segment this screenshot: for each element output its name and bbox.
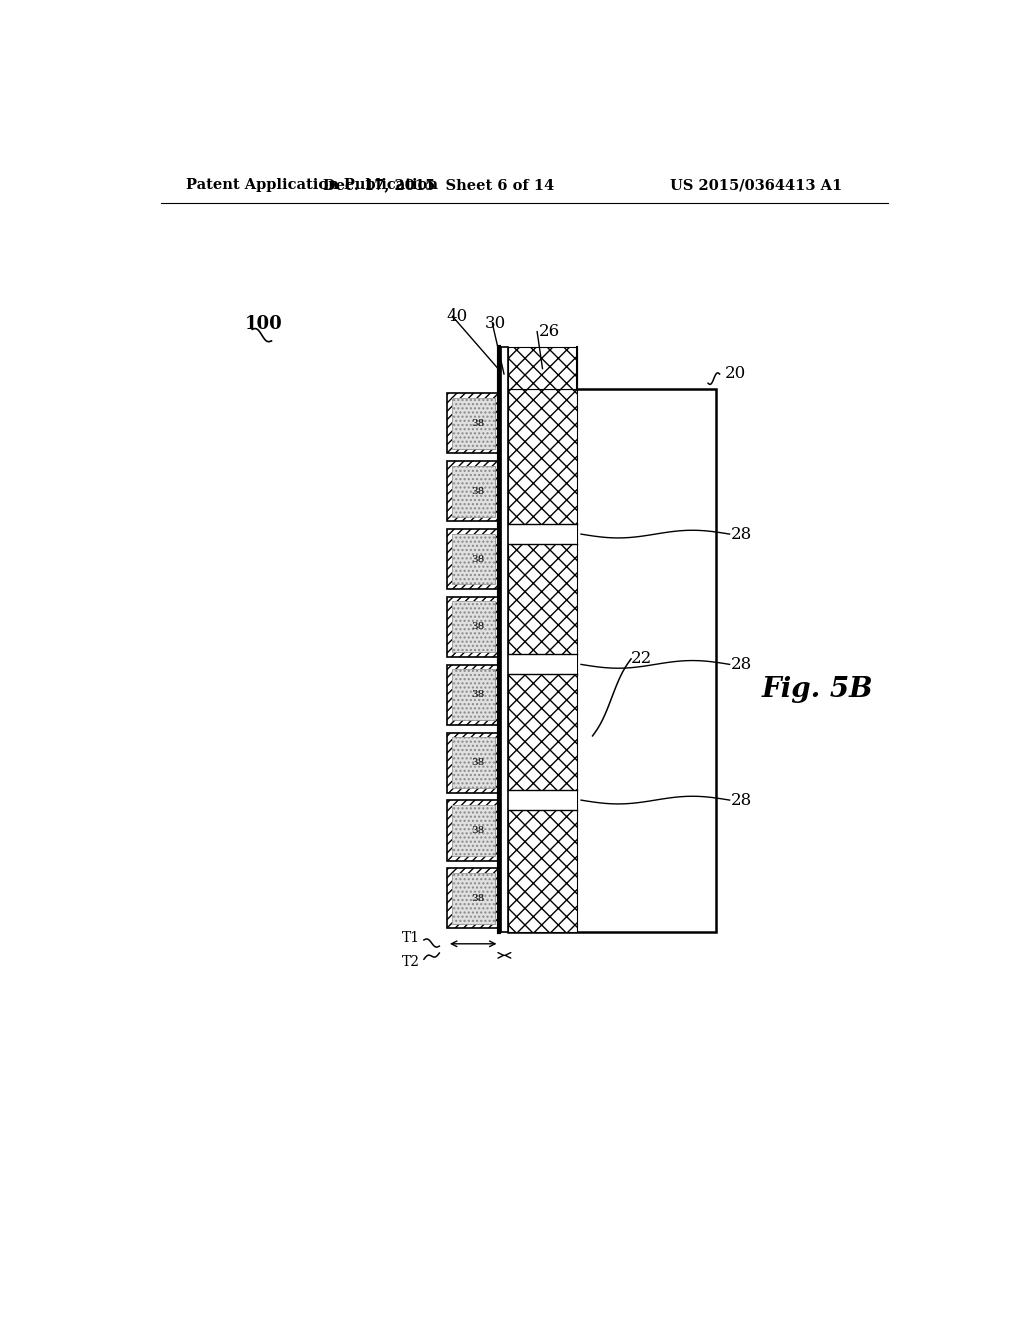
Bar [452, 805, 495, 855]
Text: 38: 38 [471, 894, 484, 903]
Bar [452, 466, 495, 516]
Text: 38: 38 [471, 418, 484, 428]
Text: 30: 30 [484, 315, 506, 333]
Text: 28: 28 [731, 656, 753, 673]
Bar [452, 602, 495, 652]
Bar [452, 669, 495, 721]
Bar [447, 461, 500, 521]
Bar [447, 869, 500, 928]
Bar [452, 602, 495, 652]
Bar [447, 800, 500, 861]
Bar [452, 805, 495, 855]
Bar [508, 347, 578, 389]
Text: 28: 28 [731, 525, 753, 543]
Bar [452, 873, 495, 924]
Text: Dec. 17, 2015  Sheet 6 of 14: Dec. 17, 2015 Sheet 6 of 14 [323, 178, 554, 193]
Bar [508, 389, 716, 932]
Bar [447, 733, 500, 793]
Text: Patent Application Publication: Patent Application Publication [186, 178, 438, 193]
Text: 26: 26 [539, 323, 560, 341]
Bar [452, 737, 495, 788]
Text: 28: 28 [731, 792, 753, 809]
Text: 38: 38 [471, 554, 484, 564]
Text: Fig. 5B: Fig. 5B [762, 676, 873, 704]
Bar [452, 397, 495, 449]
Bar [452, 397, 495, 449]
Text: 20: 20 [725, 366, 746, 383]
Bar [508, 389, 578, 932]
Bar [452, 669, 495, 721]
Text: 38: 38 [471, 623, 484, 631]
Text: T2: T2 [402, 954, 420, 969]
Text: US 2015/0364413 A1: US 2015/0364413 A1 [670, 178, 842, 193]
Bar [447, 529, 500, 589]
Text: 38: 38 [471, 826, 484, 836]
Bar [501, 347, 508, 932]
Bar [508, 655, 578, 675]
Text: 40: 40 [446, 308, 468, 325]
Text: 100: 100 [245, 315, 283, 333]
Text: 38: 38 [471, 487, 484, 496]
Text: 38: 38 [471, 758, 484, 767]
Text: T1: T1 [402, 931, 420, 945]
Bar [508, 524, 578, 544]
Bar [452, 533, 495, 585]
Text: 38: 38 [471, 690, 484, 700]
Bar [447, 393, 500, 453]
Text: 22: 22 [631, 651, 652, 668]
Bar [447, 665, 500, 725]
Bar [447, 597, 500, 657]
Bar [452, 466, 495, 516]
Bar [452, 737, 495, 788]
Bar [452, 533, 495, 585]
Bar [452, 873, 495, 924]
Bar [508, 791, 578, 810]
